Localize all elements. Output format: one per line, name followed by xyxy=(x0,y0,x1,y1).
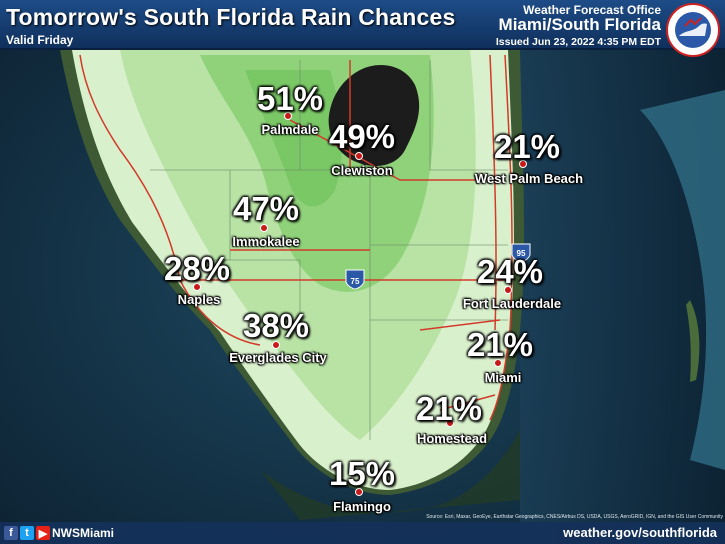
city-label-homestead: Homestead xyxy=(416,431,488,446)
city-label-miami: Miami xyxy=(484,370,522,385)
chance-fort-lauderdale: 24% xyxy=(476,253,544,290)
social-icons: f t ▶ xyxy=(4,526,50,540)
facebook-icon[interactable]: f xyxy=(4,526,18,540)
city-dot-flamingo xyxy=(355,488,363,496)
i75-label: 75 xyxy=(351,277,360,286)
chance-flamingo: 15% xyxy=(328,455,396,492)
twitter-icon[interactable]: t xyxy=(20,526,34,540)
city-dot-clewiston xyxy=(355,152,363,160)
youtube-icon[interactable]: ▶ xyxy=(36,526,50,540)
city-label-west-palm-beach: West Palm Beach xyxy=(474,171,584,186)
valid-day: Valid Friday xyxy=(6,33,74,47)
chance-immokalee: 47% xyxy=(232,190,300,227)
city-label-naples: Naples xyxy=(177,292,221,307)
social-handle[interactable]: NWSMiami xyxy=(52,526,115,540)
chance-clewiston: 49% xyxy=(328,118,396,155)
city-dot-homestead xyxy=(446,419,454,427)
city-label-clewiston: Clewiston xyxy=(331,163,393,178)
city-dot-everglades-city xyxy=(272,341,280,349)
i75-shield: 75 xyxy=(345,269,365,290)
chance-homestead: 21% xyxy=(415,390,483,427)
i95-label: 95 xyxy=(517,249,526,258)
city-dot-palmdale xyxy=(284,112,292,120)
city-dot-west-palm-beach xyxy=(519,160,527,168)
office-name: Miami/South Florida xyxy=(498,15,661,34)
atlantic-ocean xyxy=(520,0,725,544)
nws-logo-icon[interactable] xyxy=(665,2,721,58)
city-label-fort-lauderdale: Fort Lauderdale xyxy=(462,296,562,311)
chance-naples: 28% xyxy=(163,250,231,287)
i95-shield: 95 xyxy=(511,243,531,263)
city-dot-naples xyxy=(193,283,201,291)
city-dot-miami xyxy=(494,359,502,367)
city-label-everglades-city: Everglades City xyxy=(229,350,327,365)
map-source-credits: Source: Esri, Maxar, GeoEye, Earthstar G… xyxy=(426,514,723,520)
chance-palmdale: 51% xyxy=(256,80,324,117)
city-label-flamingo: Flamingo xyxy=(333,499,391,514)
page-title: Tomorrow's South Florida Rain Chances xyxy=(6,4,456,30)
city-label-immokalee: Immokalee xyxy=(232,234,300,249)
header-bar: Tomorrow's South Florida Rain Chances Va… xyxy=(0,0,725,57)
website-link[interactable]: weather.gov/southflorida xyxy=(563,525,717,540)
footer-bar: f t ▶ NWSMiami weather.gov/southflorida xyxy=(0,522,725,544)
city-label-palmdale: Palmdale xyxy=(261,122,319,137)
rain-zone-highest xyxy=(245,70,342,207)
city-dot-immokalee xyxy=(260,224,268,232)
chance-everglades-city: 38% xyxy=(242,307,310,344)
chance-west-palm-beach: 21% xyxy=(493,128,561,165)
county-lines xyxy=(150,60,508,440)
issued-time: Issued Jun 23, 2022 4:35 PM EDT xyxy=(495,36,661,48)
city-dot-fort-lauderdale xyxy=(504,286,512,294)
office-label: Weather Forecast Office xyxy=(523,3,661,17)
chance-miami: 21% xyxy=(466,326,534,363)
bahamas-bank xyxy=(640,90,725,470)
bahamas-island xyxy=(686,300,700,382)
lake-okeechobee xyxy=(328,65,420,166)
